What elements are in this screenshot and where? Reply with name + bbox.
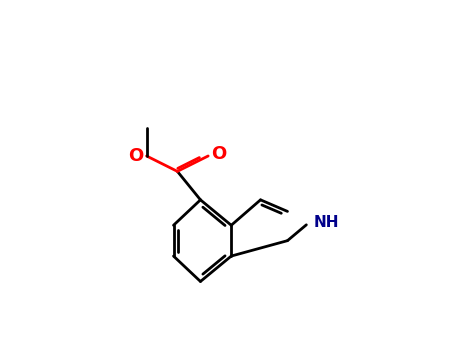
Text: NH: NH <box>314 215 339 230</box>
Text: O: O <box>128 147 143 165</box>
Text: O: O <box>211 145 227 163</box>
